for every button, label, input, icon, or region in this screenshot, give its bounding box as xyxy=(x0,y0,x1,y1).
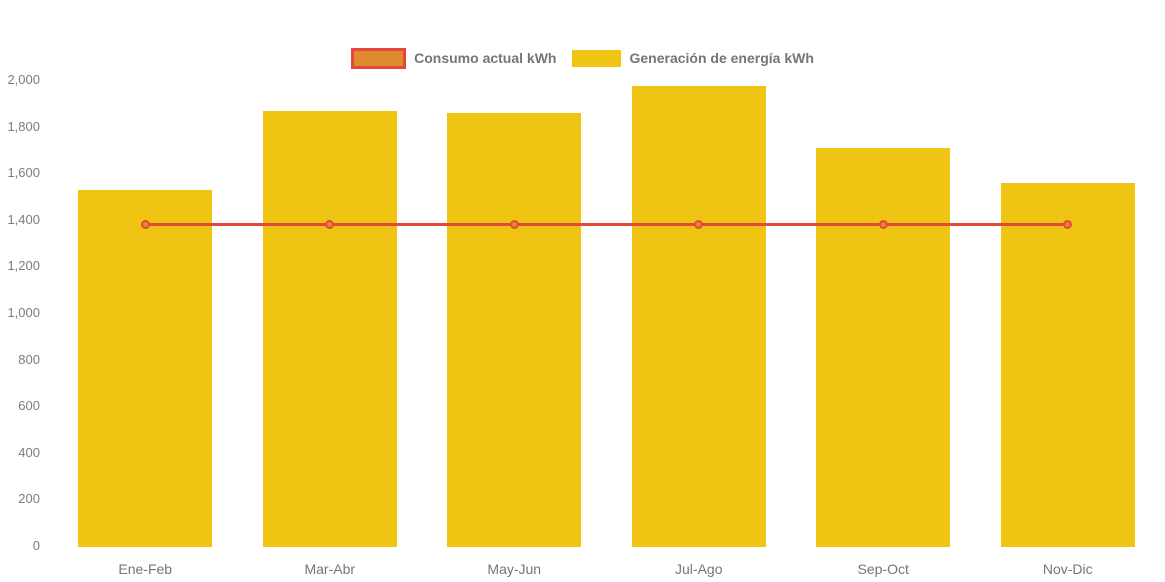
x-axis-label-May-Jun: May-Jun xyxy=(487,561,542,577)
consumption-marker-Nov-Dic[interactable] xyxy=(1063,219,1073,229)
y-axis-tick-200: 200 xyxy=(18,491,40,507)
consumption-marker-Sep-Oct[interactable] xyxy=(878,219,888,229)
bar-Jul-Ago[interactable] xyxy=(631,85,766,547)
legend-swatch-consumo-line xyxy=(351,47,407,69)
y-axis-tick-1000: 1,000 xyxy=(7,305,40,320)
y-axis-tick-600: 600 xyxy=(18,398,40,414)
consumption-line[interactable] xyxy=(145,222,1068,226)
x-axis-label-Mar-Abr: Mar-Abr xyxy=(304,561,356,577)
y-axis-tick-1600: 1,600 xyxy=(7,165,40,181)
chart-legend: Consumo actual kWh Generación de energía… xyxy=(0,46,1165,70)
bar-Nov-Dic[interactable] xyxy=(1000,182,1135,547)
y-axis-tick-2000: 2,000 xyxy=(7,72,40,87)
consumption-marker-Ene-Feb[interactable] xyxy=(140,219,150,229)
consumption-marker-May-Jun[interactable] xyxy=(509,219,519,229)
y-axis-tick-400: 400 xyxy=(18,444,40,460)
consumption-marker-Jul-Ago[interactable] xyxy=(694,219,704,229)
legend-label-consumo: Consumo actual kWh xyxy=(414,50,557,66)
y-axis-tick-1400: 1,400 xyxy=(7,211,40,227)
x-axis-label-Jul-Ago: Jul-Ago xyxy=(675,561,723,577)
legend-item-consumo-actual[interactable]: Consumo actual kWh xyxy=(351,47,557,69)
y-axis-tick-1800: 1,800 xyxy=(7,118,40,134)
y-axis-tick-1200: 1,200 xyxy=(7,258,40,274)
bar-May-Jun[interactable] xyxy=(447,112,582,547)
bar-Ene-Feb[interactable] xyxy=(78,189,213,547)
bar-Sep-Oct[interactable] xyxy=(816,147,951,547)
legend-label-generacion: Generación de energía kWh xyxy=(629,50,814,66)
bar-Mar-Abr[interactable] xyxy=(262,111,397,547)
consumption-marker-Mar-Abr[interactable] xyxy=(325,219,335,229)
x-axis-label-Nov-Dic: Nov-Dic xyxy=(1042,561,1093,577)
y-axis-tick-0: 0 xyxy=(32,538,40,553)
y-axis-tick-800: 800 xyxy=(18,351,40,367)
legend-swatch-generacion-bar xyxy=(572,49,622,67)
x-axis-label-Sep-Oct: Sep-Oct xyxy=(857,561,909,577)
x-axis-label-Ene-Feb: Ene-Feb xyxy=(118,561,173,577)
legend-item-generacion-energia[interactable]: Generación de energía kWh xyxy=(572,49,814,67)
